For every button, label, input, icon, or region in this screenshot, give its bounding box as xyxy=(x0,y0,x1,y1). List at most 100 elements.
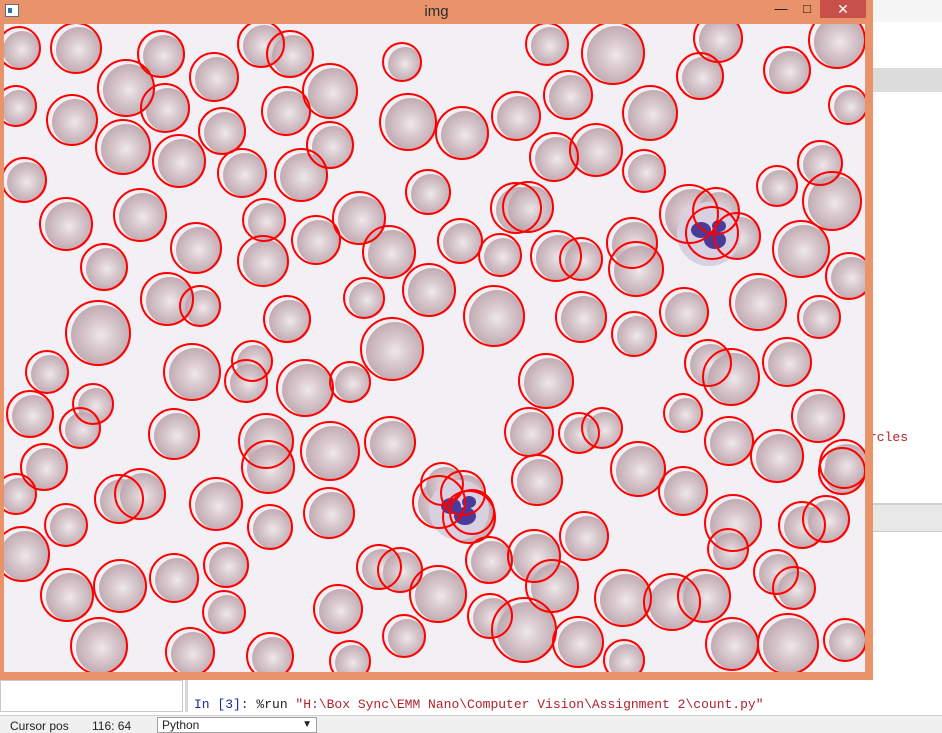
pane-splitter[interactable] xyxy=(185,680,188,712)
detection-circle xyxy=(95,119,151,175)
detection-circle xyxy=(772,566,816,610)
red-blood-cell xyxy=(243,240,289,286)
detection-circle xyxy=(114,468,166,520)
detection-circle xyxy=(224,359,268,403)
red-blood-cell xyxy=(76,622,128,672)
console-text-fragment: rcles xyxy=(869,430,909,445)
detection-circle xyxy=(20,443,68,491)
red-blood-cell xyxy=(778,225,830,277)
detection-circle xyxy=(525,24,569,66)
detection-circle xyxy=(463,285,525,347)
red-blood-cell xyxy=(531,564,579,612)
detection-circle xyxy=(750,429,804,483)
red-blood-cell xyxy=(253,509,293,549)
red-blood-cell xyxy=(587,26,645,84)
window-titlebar[interactable]: img — □ ✕ xyxy=(0,0,873,24)
detection-circle xyxy=(242,198,286,242)
detection-circle xyxy=(202,590,246,634)
detection-circle xyxy=(237,24,285,68)
red-blood-cell xyxy=(101,124,151,174)
image-window[interactable]: img — □ ✕ xyxy=(0,0,873,680)
detection-circle xyxy=(802,171,862,231)
detection-circle xyxy=(659,287,709,337)
detection-circle xyxy=(511,454,563,506)
red-blood-cell xyxy=(575,128,623,176)
detection-circle xyxy=(478,233,522,277)
detection-circle xyxy=(46,94,98,146)
detection-circle xyxy=(4,526,50,582)
detection-circle xyxy=(238,413,294,469)
detection-circle xyxy=(442,490,496,544)
red-blood-cell xyxy=(565,242,603,280)
red-blood-cell xyxy=(306,426,360,480)
detection-circle xyxy=(44,503,88,547)
detection-circle xyxy=(217,148,267,198)
detection-circle xyxy=(266,30,314,78)
red-blood-cell xyxy=(45,202,93,250)
detection-circle xyxy=(343,277,385,319)
image-viewport[interactable] xyxy=(4,24,865,672)
red-blood-cell xyxy=(834,90,865,124)
detection-circle xyxy=(189,477,243,531)
red-blood-cell xyxy=(768,342,812,386)
detection-circle xyxy=(65,300,131,366)
chevron-down-icon: ▼ xyxy=(302,719,312,730)
red-blood-cell xyxy=(169,348,221,400)
red-blood-cell xyxy=(535,137,579,181)
detection-circle xyxy=(59,407,101,449)
red-blood-cell xyxy=(155,558,199,602)
detection-circle xyxy=(772,220,830,278)
detection-circle xyxy=(603,639,645,672)
detection-circle xyxy=(791,389,845,443)
red-blood-cell xyxy=(52,99,98,145)
red-blood-cell xyxy=(204,112,246,154)
red-blood-cell xyxy=(803,145,843,185)
detection-circle xyxy=(552,616,604,668)
red-blood-cell xyxy=(230,364,268,402)
console-input-line[interactable]: In [3]: %run "H:\Box Sync\EMM Nano\Compu… xyxy=(194,697,764,712)
red-blood-cell xyxy=(808,500,850,542)
close-button[interactable]: ✕ xyxy=(820,0,866,18)
red-blood-cell xyxy=(312,126,354,168)
language-select[interactable]: Python ▼ xyxy=(157,717,317,733)
detection-circle xyxy=(797,140,843,186)
detection-circle xyxy=(559,237,603,281)
red-blood-cell xyxy=(831,257,865,299)
detection-circle xyxy=(274,148,328,202)
detection-circle xyxy=(684,339,732,387)
detection-circle xyxy=(263,295,311,343)
detection-circle xyxy=(467,593,513,639)
detection-circle xyxy=(140,272,194,326)
red-blood-cell xyxy=(46,573,94,621)
red-blood-cell xyxy=(756,434,804,482)
detection-circle xyxy=(502,181,554,233)
detection-circle xyxy=(676,52,724,100)
detection-circle xyxy=(170,222,222,274)
detection-circle xyxy=(762,337,812,387)
red-blood-cell xyxy=(388,47,422,81)
red-blood-cell xyxy=(803,300,841,338)
red-blood-cell xyxy=(469,290,525,346)
red-blood-cell xyxy=(565,516,609,560)
red-blood-cell xyxy=(370,421,416,467)
minimize-button[interactable]: — xyxy=(774,1,788,16)
app-icon[interactable] xyxy=(5,4,19,17)
detection-circle xyxy=(165,627,215,672)
red-blood-cell xyxy=(558,621,604,667)
red-blood-cell xyxy=(267,91,311,135)
red-blood-cell xyxy=(497,96,541,140)
red-blood-cell xyxy=(484,238,522,276)
detection-circle xyxy=(802,495,850,543)
maximize-button[interactable]: □ xyxy=(803,1,811,16)
detection-circle xyxy=(261,86,311,136)
red-blood-cell xyxy=(408,268,456,316)
red-blood-cell xyxy=(763,618,819,672)
detection-circle xyxy=(329,361,371,403)
red-blood-cell xyxy=(808,176,862,230)
red-blood-cell xyxy=(616,446,666,496)
detection-circle xyxy=(823,618,865,662)
red-blood-cell xyxy=(825,444,865,488)
console-argument: "H:\Box Sync\EMM Nano\Computer Vision\As… xyxy=(295,697,764,712)
detection-circle xyxy=(518,353,574,409)
detection-circle xyxy=(137,30,185,78)
